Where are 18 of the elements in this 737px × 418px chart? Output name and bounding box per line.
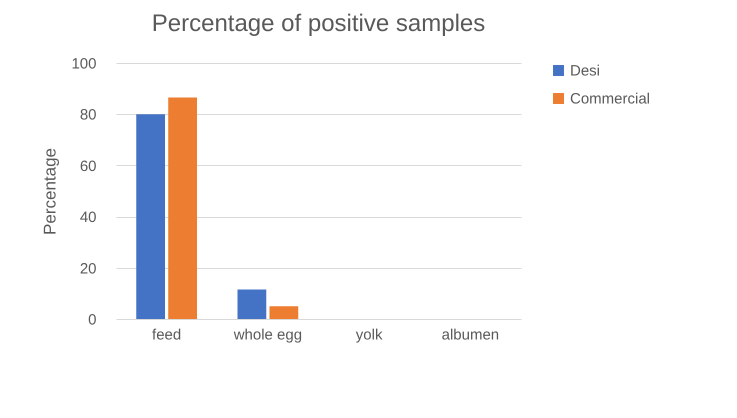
y-tick-label: 40 — [80, 209, 96, 226]
bar — [168, 98, 197, 319]
x-tick-label: yolk — [356, 326, 383, 344]
x-tick-label: whole egg — [232, 326, 302, 344]
y-tick-label: 60 — [80, 158, 96, 175]
y-tick-label: 100 — [71, 56, 96, 72]
bar — [238, 290, 266, 319]
y-tick-label: 20 — [80, 260, 96, 278]
legend-label: Desi — [570, 62, 600, 80]
legend-label: Commercial — [570, 90, 650, 108]
chart-title: Percentage of positive samples — [152, 10, 486, 37]
y-axis-title: Percentage — [40, 148, 60, 235]
y-tick-label: 0 — [88, 312, 96, 328]
y-tick-label: 80 — [80, 106, 96, 124]
bar — [269, 306, 298, 319]
x-tick-label: feed — [152, 326, 182, 344]
bar — [136, 114, 166, 319]
x-tick-label: albumen — [442, 326, 500, 344]
